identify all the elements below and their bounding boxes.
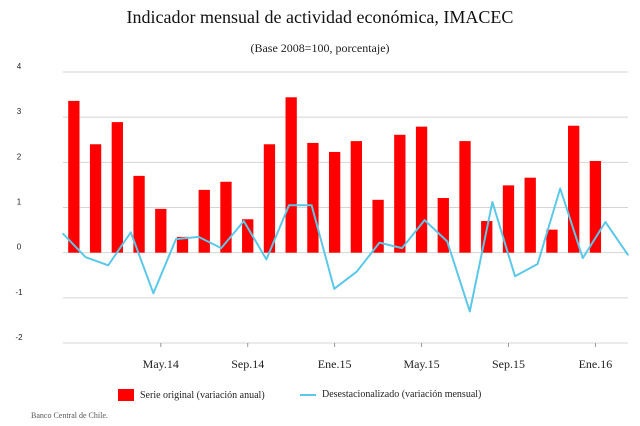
y-tick-label: -2 xyxy=(15,333,23,342)
point-Mar.14 xyxy=(107,264,109,267)
point-Sep.15 xyxy=(514,275,516,277)
y-axis: -2 -1 0 1 2 3 4 xyxy=(15,62,23,342)
grid-lines xyxy=(63,71,628,344)
point-Dic.14 xyxy=(310,204,313,207)
bar-Oct.14 xyxy=(263,144,276,253)
bar-Nov.15 xyxy=(546,229,558,253)
y-tick-label: -1 xyxy=(15,288,23,297)
bar-Mar.14 xyxy=(111,122,123,253)
legend-label-original: Serie original (variación anual) xyxy=(140,389,265,401)
point-Ago.14 xyxy=(220,247,222,249)
y-tick-label: 3 xyxy=(17,107,22,116)
legend-swatch-line xyxy=(300,393,316,396)
point-Ene.14 xyxy=(62,232,64,235)
point-Dic.15 xyxy=(582,257,584,259)
line-series xyxy=(62,187,629,313)
legend-swatch-bar xyxy=(118,389,134,401)
point-Oct.15 xyxy=(536,263,539,265)
legend: Serie original (variación anual) Desesta… xyxy=(0,389,640,405)
bar-May.14 xyxy=(155,208,167,253)
source-note: Banco Central de Chile. xyxy=(31,411,108,420)
bar-Nov.14 xyxy=(285,97,297,253)
bar-Ene.14 xyxy=(68,100,80,253)
point-May.14 xyxy=(152,292,155,295)
legend-item-original: Serie original (variación anual) xyxy=(118,389,265,401)
point-Nov.15 xyxy=(559,187,561,190)
bar-Sep.14 xyxy=(242,219,254,253)
x-tick-label: Ene.16 xyxy=(579,357,613,371)
chart-title: Indicador mensual de actividad económica… xyxy=(126,7,514,27)
x-tick-label: Sep.14 xyxy=(231,357,264,371)
x-tick-label: May.15 xyxy=(403,357,439,371)
bar-Abr.14 xyxy=(133,175,145,253)
point-Feb.16 xyxy=(627,254,629,256)
bar-series xyxy=(68,97,602,253)
point-Abr.15 xyxy=(401,247,403,249)
bar-Jul.14 xyxy=(198,189,210,253)
bar-Dic.14 xyxy=(307,142,319,253)
bar-Feb.15 xyxy=(350,141,363,253)
bar-Ago.15 xyxy=(481,221,493,253)
point-Feb.14 xyxy=(84,256,87,258)
bar-Ene.16 xyxy=(589,160,602,253)
x-tick-label: Ene.15 xyxy=(318,357,352,371)
point-Abr.14 xyxy=(130,231,132,234)
x-axis: May.14 Sep.14 Ene.15 May.15 Sep.15 Ene.16 xyxy=(63,342,628,371)
bar-Abr.15 xyxy=(394,134,406,253)
point-Jul.15 xyxy=(469,310,471,313)
x-tick-label: May.14 xyxy=(143,357,179,371)
y-tick-label: 2 xyxy=(17,152,22,161)
point-Jun.14 xyxy=(175,238,177,240)
bar-May.15 xyxy=(415,126,428,253)
chart-subtitle: (Base 2008=100, porcentaje) xyxy=(250,41,390,55)
y-tick-label: 0 xyxy=(17,243,22,252)
y-tick-label: 1 xyxy=(17,198,22,207)
point-Feb.15 xyxy=(356,270,358,273)
legend-item-seasonal: Desestacionalizado (variación mensual) xyxy=(300,389,481,400)
bar-Ene.15 xyxy=(328,151,341,253)
bar-Oct.15 xyxy=(524,177,536,253)
bar-Jun.14 xyxy=(176,236,189,253)
x-tick-label: Sep.15 xyxy=(492,357,525,371)
legend-label-seasonal: Desestacionalizado (variación mensual) xyxy=(322,389,482,400)
point-Oct.14 xyxy=(265,258,268,261)
bar-Jun.15 xyxy=(437,198,449,253)
point-Mar.15 xyxy=(378,241,381,244)
bar-Dic.15 xyxy=(568,125,580,253)
bar-Jul.15 xyxy=(459,141,471,253)
bar-Sep.15 xyxy=(502,185,515,253)
point-Ene.16 xyxy=(604,221,607,223)
bar-Feb.14 xyxy=(89,144,102,253)
line-desestacionalizado xyxy=(62,187,629,313)
point-Nov.14 xyxy=(288,204,290,207)
bar-Mar.15 xyxy=(372,199,384,253)
bar-Ago.14 xyxy=(220,181,232,253)
point-May.15 xyxy=(423,219,426,221)
point-Sep.14 xyxy=(243,220,245,222)
y-tick-label: 4 xyxy=(17,62,22,71)
point-Jul.14 xyxy=(197,236,200,238)
point-Ago.15 xyxy=(491,201,494,203)
point-Ene.15 xyxy=(333,288,336,290)
point-Jun.15 xyxy=(446,240,449,243)
